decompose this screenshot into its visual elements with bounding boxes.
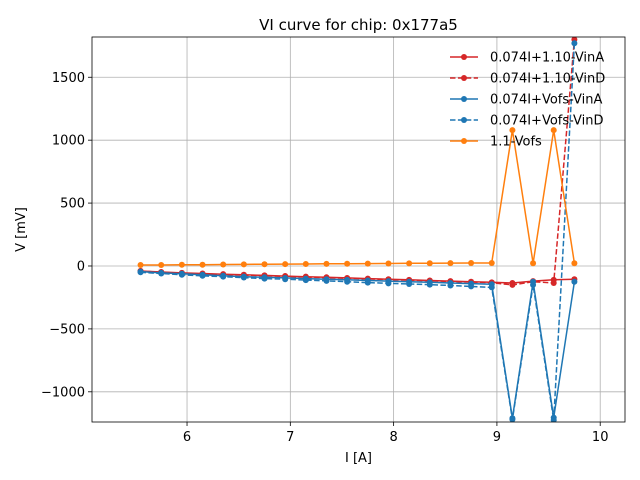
- data-point: [426, 260, 433, 267]
- data-point: [364, 260, 371, 267]
- y-tick-label: 1000: [52, 134, 85, 149]
- y-tick-label: −1000: [41, 385, 85, 400]
- chart-title: VI curve for chip: 0x177a5: [259, 16, 458, 34]
- data-point: [488, 284, 495, 291]
- x-axis-label: I [A]: [345, 451, 372, 466]
- data-point: [220, 273, 227, 280]
- data-point: [447, 282, 454, 289]
- series-layer: [137, 37, 578, 422]
- data-point: [323, 260, 330, 267]
- data-point: [468, 283, 475, 290]
- data-point: [240, 274, 247, 281]
- data-point: [199, 272, 206, 279]
- legend-item: 0.074I+1.10-VinA: [450, 51, 604, 66]
- legend-item: 1.1-Vofs: [450, 135, 542, 150]
- data-point: [550, 127, 557, 134]
- data-point: [240, 261, 247, 268]
- y-tick-label: 500: [60, 197, 85, 212]
- x-tick-label: 7: [286, 430, 294, 445]
- data-point: [406, 280, 413, 287]
- data-point: [344, 260, 351, 267]
- data-point: [137, 269, 144, 276]
- series-line: [140, 43, 576, 421]
- y-tick-label: 0: [77, 259, 85, 274]
- axes-frame: [91, 36, 626, 423]
- data-point: [426, 281, 433, 288]
- legend-item: 0.074I+Vofs-VinA: [450, 93, 603, 108]
- data-point: [364, 279, 371, 286]
- data-point: [571, 260, 578, 267]
- x-tick-label: 10: [592, 430, 609, 445]
- data-point: [137, 261, 144, 268]
- data-point: [530, 260, 537, 267]
- data-point: [158, 270, 165, 277]
- data-point: [571, 278, 578, 285]
- data-point: [447, 260, 454, 267]
- data-point: [488, 259, 495, 266]
- ticks: 6 7 8 9 10 −1000 −500 0 500 1000 1500: [41, 71, 608, 445]
- data-point: [550, 417, 557, 422]
- data-point: [509, 281, 516, 288]
- legend-marker: [461, 75, 467, 81]
- data-point: [282, 276, 289, 283]
- legend-label: 0.074I+Vofs-VinA: [490, 93, 603, 108]
- series-line: [140, 39, 576, 286]
- y-tick-label: 1500: [52, 71, 85, 86]
- data-point: [468, 259, 475, 266]
- series-line: [140, 129, 576, 266]
- data-point: [199, 261, 206, 268]
- data-point: [261, 275, 268, 282]
- data-point: [220, 261, 227, 268]
- data-point: [261, 261, 268, 268]
- y-axis-label: V [mV]: [14, 207, 29, 252]
- data-point: [282, 261, 289, 268]
- x-tick-label: 6: [183, 430, 191, 445]
- data-point: [509, 416, 516, 422]
- legend-item: 0.074I+1.10-VinD: [450, 72, 605, 87]
- data-point: [302, 277, 309, 284]
- legend-label: 0.074I+1.10-VinA: [490, 51, 604, 66]
- legend-marker: [461, 96, 467, 102]
- series-4: [137, 40, 578, 422]
- x-tick-label: 9: [493, 430, 501, 445]
- legend-label: 1.1-Vofs: [490, 135, 542, 150]
- y-tick-label: −500: [49, 322, 85, 337]
- legend-marker: [461, 138, 467, 144]
- legend-item: 0.074I+Vofs-VinD: [450, 114, 604, 129]
- data-point: [323, 277, 330, 284]
- series-5: [137, 127, 578, 268]
- data-point: [344, 278, 351, 285]
- data-point: [158, 261, 165, 268]
- data-point: [385, 260, 392, 267]
- data-point: [178, 261, 185, 268]
- data-point: [302, 260, 309, 267]
- data-point: [178, 271, 185, 278]
- legend: 0.074I+1.10-VinA 0.074I+1.10-VinD 0.074I+V…: [450, 51, 605, 150]
- x-tick-label: 8: [389, 430, 397, 445]
- data-point: [550, 279, 557, 286]
- data-point: [406, 260, 413, 267]
- legend-label: 0.074I+1.10-VinD: [490, 72, 605, 87]
- legend-marker: [461, 117, 467, 123]
- legend-marker: [461, 54, 467, 60]
- data-point: [509, 127, 516, 134]
- data-point: [571, 40, 578, 47]
- data-point: [530, 281, 537, 288]
- data-point: [385, 280, 392, 287]
- legend-label: 0.074I+Vofs-VinD: [490, 114, 604, 129]
